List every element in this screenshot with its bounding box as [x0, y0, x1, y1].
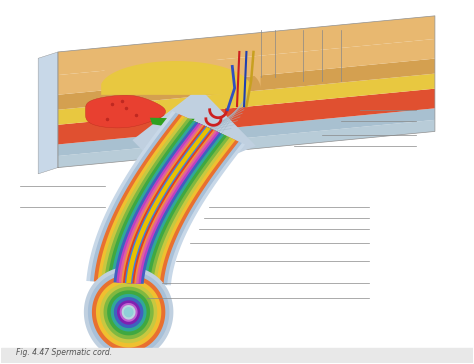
- Polygon shape: [94, 114, 238, 285]
- Polygon shape: [92, 275, 165, 352]
- Polygon shape: [122, 305, 136, 320]
- Polygon shape: [88, 271, 169, 356]
- Polygon shape: [103, 287, 154, 339]
- Polygon shape: [117, 300, 140, 325]
- Polygon shape: [126, 127, 211, 283]
- Bar: [1, 348, 473, 363]
- Polygon shape: [119, 303, 137, 322]
- Polygon shape: [150, 118, 195, 128]
- Polygon shape: [58, 74, 435, 125]
- Polygon shape: [124, 307, 134, 317]
- Polygon shape: [58, 120, 435, 167]
- Polygon shape: [121, 125, 215, 284]
- Polygon shape: [58, 108, 435, 156]
- Polygon shape: [101, 117, 233, 285]
- Polygon shape: [101, 61, 250, 95]
- Polygon shape: [111, 294, 146, 332]
- Polygon shape: [119, 124, 217, 284]
- Polygon shape: [85, 95, 165, 128]
- Polygon shape: [90, 112, 242, 285]
- Polygon shape: [108, 119, 227, 284]
- Polygon shape: [111, 121, 224, 284]
- Polygon shape: [125, 126, 212, 283]
- Polygon shape: [96, 279, 161, 348]
- Text: Fig. 4.47 Spermatic cord.: Fig. 4.47 Spermatic cord.: [16, 348, 112, 357]
- Polygon shape: [58, 39, 435, 95]
- Polygon shape: [132, 88, 256, 181]
- Polygon shape: [91, 56, 261, 88]
- Polygon shape: [107, 290, 150, 335]
- Polygon shape: [100, 283, 157, 343]
- Polygon shape: [114, 297, 144, 328]
- Polygon shape: [58, 89, 435, 145]
- Polygon shape: [117, 123, 219, 284]
- Polygon shape: [123, 126, 214, 284]
- Polygon shape: [98, 115, 236, 285]
- Polygon shape: [58, 16, 435, 75]
- Text: Fig. 4.47 Spermatic cord.: Fig. 4.47 Spermatic cord.: [16, 348, 112, 357]
- Polygon shape: [86, 111, 245, 285]
- Polygon shape: [58, 59, 435, 110]
- Polygon shape: [38, 52, 58, 174]
- Polygon shape: [114, 122, 222, 284]
- Polygon shape: [104, 118, 230, 284]
- Polygon shape: [84, 267, 173, 361]
